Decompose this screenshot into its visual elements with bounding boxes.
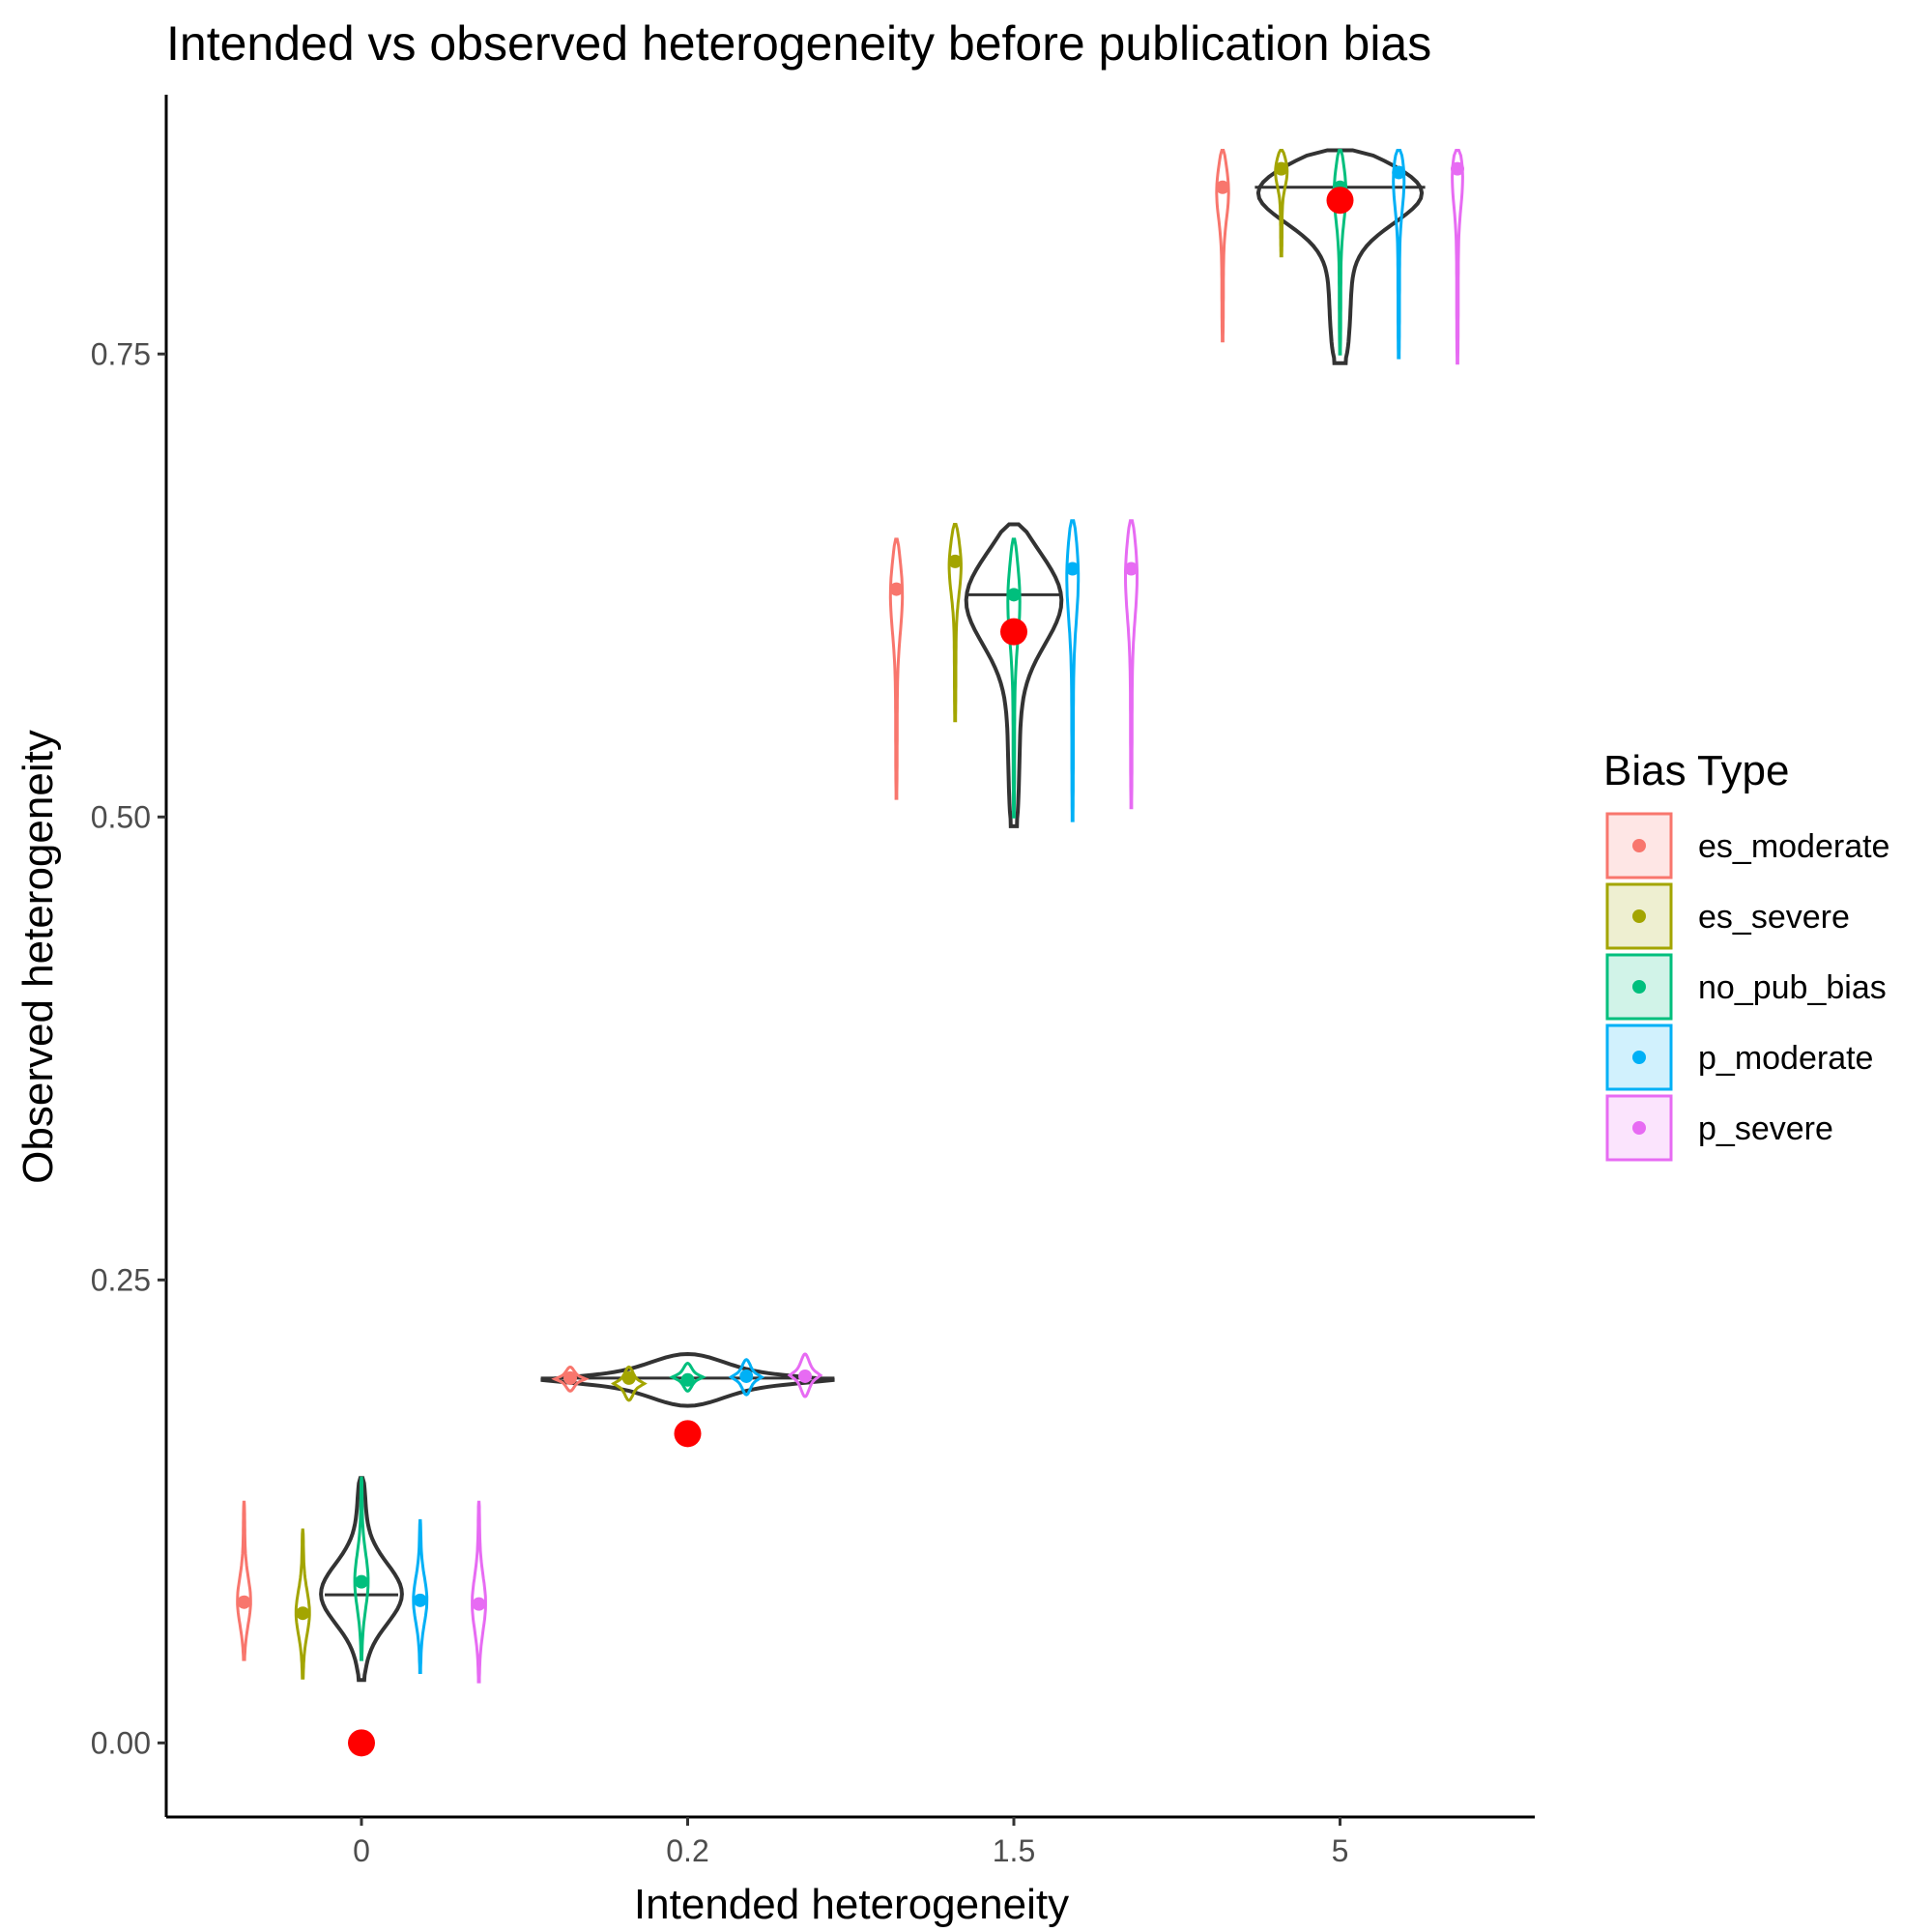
x-axis-title: Intended heterogeneity — [634, 1881, 1069, 1928]
violin-p_severe-0.2 — [787, 1352, 823, 1399]
violin-es_moderate-0.2 — [551, 1365, 590, 1393]
legend-label-es_severe: es_severe — [1698, 899, 1850, 936]
violin-p_severe-1.5 — [1124, 519, 1139, 810]
legend-key-point-es_moderate — [1632, 839, 1646, 852]
violin-p_moderate-0 — [412, 1518, 429, 1674]
y-tick-label: 0.75 — [91, 336, 151, 371]
mean-point-p_severe-1.5 — [1124, 562, 1139, 576]
mean-point-no_pub_bias-1.5 — [1007, 588, 1021, 602]
y-tick-label: 0.50 — [91, 799, 151, 834]
violin-p_moderate-1.5 — [1065, 519, 1081, 822]
legend-label-p_severe: p_severe — [1698, 1110, 1833, 1147]
violin-no_pub_bias-0.2 — [669, 1361, 706, 1393]
violin-es_moderate-1.5 — [888, 537, 905, 800]
intended-point-0 — [348, 1729, 375, 1757]
intended-point-1.5 — [1000, 618, 1027, 646]
violin-es_moderate-5 — [1215, 149, 1230, 343]
violin-p_severe-0 — [471, 1500, 487, 1684]
legend-key-point-no_pub_bias — [1632, 980, 1646, 994]
violin-es_severe-5 — [1274, 149, 1289, 258]
y-tick-label: 0.00 — [91, 1725, 151, 1760]
mean-point-es_moderate-5 — [1216, 180, 1229, 194]
chart-title: Intended vs observed heterogeneity befor… — [166, 16, 1431, 71]
violin-es_severe-1.5 — [947, 523, 963, 723]
legend-key-point-p_moderate — [1632, 1051, 1646, 1064]
violin-es_severe-0 — [294, 1528, 311, 1680]
violin-p_severe-5 — [1451, 149, 1464, 365]
y-tick-label: 0.25 — [91, 1262, 151, 1297]
x-tick-label: 1.5 — [993, 1833, 1035, 1868]
overall-violin-5 — [1255, 148, 1425, 365]
violin-no_pub_bias-5 — [1332, 149, 1348, 356]
violin-p_moderate-0.2 — [728, 1358, 765, 1397]
mean-point-es_severe-0.2 — [621, 1370, 636, 1385]
mean-point-p_severe-0 — [472, 1597, 486, 1611]
violin-no_pub_bias-0 — [353, 1476, 370, 1661]
violin-es_moderate-0 — [236, 1500, 252, 1661]
legend-key-point-p_severe — [1632, 1121, 1646, 1135]
mean-point-es_moderate-0 — [237, 1595, 251, 1609]
violin-no_pub_bias-1.5 — [1006, 537, 1022, 819]
mean-point-es_moderate-1.5 — [889, 582, 904, 596]
legend-label-p_moderate: p_moderate — [1698, 1040, 1873, 1077]
x-tick-label: 0.2 — [666, 1833, 708, 1868]
mean-point-es_severe-0 — [296, 1606, 310, 1621]
intended-point-5 — [1326, 187, 1354, 215]
mean-point-p_moderate-0.2 — [739, 1369, 754, 1383]
legend-label-es_moderate: es_moderate — [1698, 828, 1889, 865]
y-axis-title: Observed heterogeneity — [14, 730, 62, 1184]
mean-point-p_severe-5 — [1451, 161, 1464, 176]
legend: Bias Type es_moderate es_severe no_pub_bia… — [1603, 747, 1889, 1162]
mean-point-es_severe-5 — [1274, 161, 1288, 176]
x-tick-label: 5 — [1332, 1833, 1349, 1868]
mean-point-p_moderate-5 — [1392, 165, 1406, 180]
mean-point-es_moderate-0.2 — [563, 1370, 577, 1385]
mean-point-p_moderate-1.5 — [1065, 562, 1080, 576]
legend-key-point-es_severe — [1632, 909, 1646, 923]
mean-point-no_pub_bias-0 — [355, 1574, 368, 1589]
overall-violin-0.2 — [540, 1351, 835, 1408]
plot-area — [236, 148, 1464, 1757]
mean-point-p_moderate-0 — [413, 1593, 427, 1607]
intended-point-0.2 — [674, 1420, 702, 1448]
legend-title: Bias Type — [1603, 747, 1789, 794]
violin-p_moderate-5 — [1392, 149, 1406, 360]
overall-violin-1.5 — [964, 522, 1064, 828]
mean-point-no_pub_bias-0.2 — [680, 1372, 695, 1387]
mean-point-p_severe-0.2 — [798, 1369, 812, 1383]
x-tick-label: 0 — [353, 1833, 370, 1868]
axes: 0.00 0.25 0.50 0.75 0 0.2 1.5 5 — [91, 95, 1535, 1868]
legend-label-no_pub_bias: no_pub_bias — [1698, 969, 1887, 1006]
mean-point-es_severe-1.5 — [948, 554, 963, 568]
